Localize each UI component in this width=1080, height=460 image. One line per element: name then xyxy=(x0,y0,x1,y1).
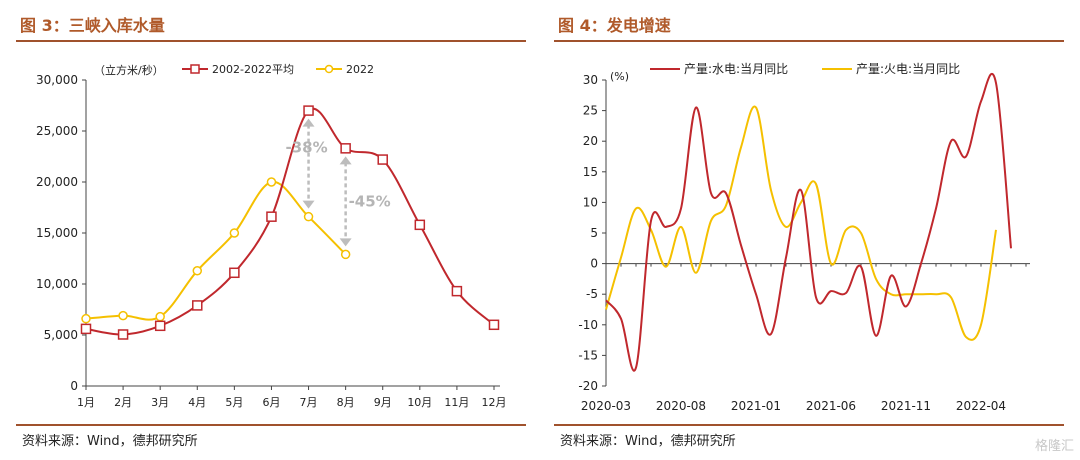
data-point xyxy=(266,177,277,187)
data-point xyxy=(81,313,91,324)
y-tick-label: 30 xyxy=(583,73,598,87)
series-line-hydro xyxy=(605,73,1012,372)
data-point xyxy=(229,267,240,279)
y-tick-label: 25 xyxy=(583,104,598,118)
y-tick-label: 25,000 xyxy=(36,124,78,138)
x-tick-label: 3月 xyxy=(151,396,169,409)
y-tick-label: 10 xyxy=(583,195,598,209)
y-tick-label: 15 xyxy=(583,165,598,179)
x-tick-label: 12月 xyxy=(482,396,507,409)
annotation-arrowhead xyxy=(339,156,352,165)
series-line-thermal xyxy=(605,105,997,341)
unit-label: (%) xyxy=(610,70,629,83)
legend-label: 2002-2022平均 xyxy=(212,63,294,76)
data-point xyxy=(192,265,203,276)
source-rule xyxy=(16,424,526,426)
source-note: 资料来源：Wind，德邦研究所 xyxy=(22,434,198,449)
x-tick-label: 2020-08 xyxy=(656,399,706,413)
legend-swatch-marker xyxy=(324,64,334,74)
x-tick-label: 2021-01 xyxy=(731,399,781,413)
legend-label: 产量:火电:当月同比 xyxy=(856,62,960,76)
annotation-arrowhead xyxy=(302,200,315,209)
data-point xyxy=(80,323,92,335)
title-rule xyxy=(554,40,1064,42)
data-point xyxy=(340,143,351,154)
x-tick-label: 2022-04 xyxy=(956,399,1006,413)
annotation-label: -45% xyxy=(349,192,391,210)
data-point xyxy=(266,211,277,222)
legend-swatch-marker xyxy=(190,64,200,74)
data-point xyxy=(377,154,388,165)
x-tick-label: 9月 xyxy=(374,396,392,409)
x-tick-label: 8月 xyxy=(337,396,355,409)
x-tick-label: 2021-06 xyxy=(806,399,856,413)
data-point xyxy=(340,249,351,260)
x-tick-label: 6月 xyxy=(262,396,280,409)
data-point xyxy=(154,320,166,332)
inflow-chart: 0 5,000 10,000 15,000 20,000 25,000 30,000 1月 2月… xyxy=(36,63,507,409)
annotation-label: -38% xyxy=(285,139,327,157)
x-tick-label: 10月 xyxy=(407,396,432,409)
x-tick-label: 4月 xyxy=(188,396,206,409)
data-point xyxy=(451,285,463,297)
y-tick-label: 20 xyxy=(583,134,598,148)
y-tick-label: 0 xyxy=(70,379,78,393)
generation-growth-chart: -20 -15 -10 -5 0 5 10 15 20 25 30 2020-03 2020-08 202… xyxy=(578,62,1030,413)
y-tick-label: 0 xyxy=(590,257,598,271)
data-point xyxy=(118,310,128,321)
source-rule xyxy=(554,424,1064,426)
data-point xyxy=(155,311,165,322)
data-point xyxy=(303,105,314,116)
legend-label: 2022 xyxy=(346,63,374,76)
y-tick-label: 10,000 xyxy=(36,277,78,291)
data-point xyxy=(229,228,240,238)
y-tick-label: 20,000 xyxy=(36,175,78,189)
figure-title: 图 4：发电增速 xyxy=(558,16,671,35)
y-tick-label: 5,000 xyxy=(44,328,78,342)
annotation-arrowhead xyxy=(302,118,315,127)
figure-4-panel: 图 4：发电增速 -20 -15 -10 -5 0 5 10 15 20 25 30 2020-03 2… xyxy=(554,0,1064,460)
title-rule xyxy=(16,40,526,42)
y-tick-label: -5 xyxy=(586,287,598,301)
unit-label: （立方米/秒） xyxy=(94,63,164,77)
x-tick-label: 5月 xyxy=(225,396,243,409)
x-tick-label: 2021-11 xyxy=(881,399,931,413)
data-point xyxy=(192,300,203,311)
x-tick-label: 1月 xyxy=(77,396,95,409)
y-tick-label: 5 xyxy=(590,226,598,240)
data-point xyxy=(117,329,129,340)
x-tick-label: 7月 xyxy=(300,396,318,409)
legend-label: 产量:水电:当月同比 xyxy=(684,62,788,76)
source-note: 资料来源：Wind，德邦研究所 xyxy=(560,434,736,449)
figure-title: 图 3：三峡入库水量 xyxy=(20,16,165,35)
x-tick-label: 11月 xyxy=(444,396,469,409)
annotation-arrowhead xyxy=(339,238,352,247)
y-tick-label: 30,000 xyxy=(36,73,78,87)
data-point xyxy=(488,319,500,331)
figure-3-panel: 图 3：三峡入库水量 0 5,000 10,000 15,000 20,000 25,00… xyxy=(16,0,526,460)
y-tick-label: -10 xyxy=(578,318,598,332)
x-tick-label: 2月 xyxy=(114,396,132,409)
y-tick-label: 15,000 xyxy=(36,226,78,240)
data-point xyxy=(414,219,426,231)
x-tick-label: 2020-03 xyxy=(581,399,631,413)
y-tick-label: -15 xyxy=(578,348,598,362)
y-tick-label: -20 xyxy=(578,379,598,393)
data-point xyxy=(303,211,314,222)
watermark-logo: 格隆汇 xyxy=(1034,439,1074,454)
